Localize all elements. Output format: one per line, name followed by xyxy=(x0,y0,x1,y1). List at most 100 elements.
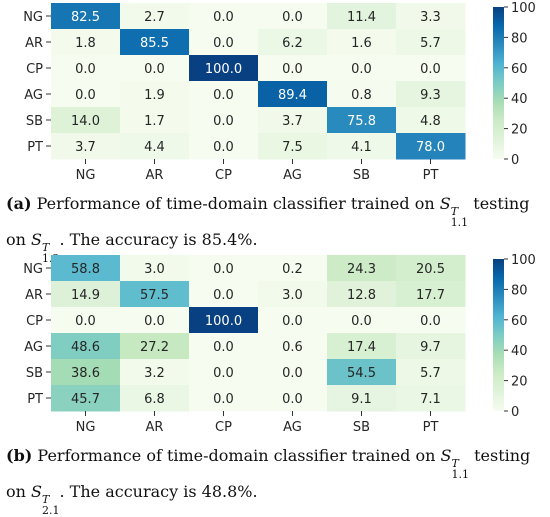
y-tick-label: AR xyxy=(25,288,43,303)
heatmap-cell xyxy=(258,333,328,360)
heatmap-cell xyxy=(396,255,466,282)
heatmap-cell xyxy=(120,385,190,412)
heatmap-cell xyxy=(327,55,397,82)
heatmap-cell xyxy=(396,133,466,160)
heatmap-cell xyxy=(120,281,190,308)
heatmap-cell xyxy=(396,307,466,334)
cell-value-label: 38.6 xyxy=(71,366,100,381)
cell-value-label: 1.9 xyxy=(144,88,165,103)
y-tick-label: AG xyxy=(24,88,43,103)
heatmap-cell xyxy=(120,81,190,108)
x-tick-label: CP xyxy=(215,420,232,435)
caption-label: (a) xyxy=(6,194,32,213)
cell-value-label: 3.2 xyxy=(144,366,165,381)
x-tick-label: CP xyxy=(215,168,232,183)
heatmap-cell xyxy=(51,133,121,160)
cell-value-label: 20.5 xyxy=(416,262,445,277)
heatmap-cell xyxy=(327,281,397,308)
heatmap-cell xyxy=(258,81,328,108)
cell-value-label: 100.0 xyxy=(205,314,242,329)
y-tick-label: AR xyxy=(25,36,43,51)
cell-value-label: 17.7 xyxy=(416,288,445,303)
cell-value-label: 9.7 xyxy=(420,340,441,355)
cell-value-label: 82.5 xyxy=(71,10,100,25)
heatmap-cell xyxy=(258,359,328,386)
caption-text-after: . The accuracy is 85.4%. xyxy=(59,230,258,249)
heatmap-cell xyxy=(327,107,397,134)
panel-b: 58.8 3.0 0.0 0.2 24.3 20.5 14.9 57.5 0.0 3.0 12.8 1… xyxy=(0,252,550,516)
colorbar-tick-label: 0 xyxy=(511,405,519,420)
cell-value-label: 11.4 xyxy=(347,10,376,25)
heatmap-cell xyxy=(396,107,466,134)
caption-b: (b) Performance of time-domain classifie… xyxy=(6,444,546,516)
heatmap-cell xyxy=(51,255,121,282)
cell-value-label: 0.0 xyxy=(144,62,165,77)
colorbar-tick-label: 80 xyxy=(511,283,528,298)
heatmap-cell xyxy=(258,3,328,30)
caption-text-after: . The accuracy is 48.8%. xyxy=(59,482,258,501)
heatmap-cell xyxy=(189,385,259,412)
cell-value-label: 0.0 xyxy=(75,314,96,329)
cell-value-label: 0.0 xyxy=(213,10,234,25)
cell-value-label: 0.0 xyxy=(144,314,165,329)
cell-value-label: 89.4 xyxy=(278,88,307,103)
heatmap-cell xyxy=(327,307,397,334)
x-tick-label: AG xyxy=(283,420,302,435)
colorbar-tick-label: 20 xyxy=(511,375,528,390)
cell-value-label: 0.0 xyxy=(282,62,303,77)
cell-value-label: 75.8 xyxy=(347,114,376,129)
heatmap-cell xyxy=(189,255,259,282)
heatmap-cell xyxy=(396,81,466,108)
heatmap-cell xyxy=(51,3,121,30)
cell-value-label: 4.8 xyxy=(420,114,441,129)
colorbar-tick-label: 60 xyxy=(511,314,528,329)
x-tick-label: SB xyxy=(353,420,370,435)
heatmap-cell xyxy=(258,307,328,334)
cell-value-label: 54.5 xyxy=(347,366,376,381)
heatmap-cell xyxy=(51,359,121,386)
cell-value-label: 1.7 xyxy=(144,114,165,129)
cell-value-label: 0.0 xyxy=(282,392,303,407)
x-tick-label: SB xyxy=(353,168,370,183)
cell-value-label: 0.0 xyxy=(213,340,234,355)
cell-value-label: 0.0 xyxy=(213,114,234,129)
cell-value-label: 0.0 xyxy=(282,10,303,25)
colorbar-tick-label: 80 xyxy=(511,31,528,46)
cell-value-label: 24.3 xyxy=(347,262,376,277)
cell-value-label: 0.0 xyxy=(213,36,234,51)
heatmap-cell xyxy=(396,385,466,412)
heatmap-cell xyxy=(396,281,466,308)
cell-value-label: 0.0 xyxy=(213,262,234,277)
cell-value-label: 6.8 xyxy=(144,392,165,407)
heatmap-cell xyxy=(189,333,259,360)
colorbar-tick-label: 60 xyxy=(511,62,528,77)
cell-value-label: 7.1 xyxy=(420,392,441,407)
cell-value-label: 14.9 xyxy=(71,288,100,303)
heatmap-cell xyxy=(327,255,397,282)
heatmap-cell xyxy=(120,29,190,56)
heatmap-cell xyxy=(189,3,259,30)
colorbar-tick-label: 0 xyxy=(511,153,519,168)
heatmap-cell xyxy=(51,55,121,82)
heatmap-cell xyxy=(189,133,259,160)
colorbar-tick-label: 40 xyxy=(511,344,528,359)
cell-value-label: 12.8 xyxy=(347,288,376,303)
cell-value-label: 4.4 xyxy=(144,140,165,155)
cell-value-label: 3.3 xyxy=(420,10,441,25)
cell-value-label: 9.1 xyxy=(351,392,372,407)
heatmap-cell xyxy=(327,29,397,56)
caption-label: (b) xyxy=(6,446,33,465)
cell-value-label: 17.4 xyxy=(347,340,376,355)
cell-value-label: 3.7 xyxy=(282,114,303,129)
heatmap-cell xyxy=(120,359,190,386)
heatmap-cell xyxy=(51,281,121,308)
cell-value-label: 0.0 xyxy=(282,366,303,381)
heatmap-cell xyxy=(51,333,121,360)
y-tick-label: SB xyxy=(26,366,43,381)
y-tick-label: PT xyxy=(27,392,43,407)
cell-value-label: 14.0 xyxy=(71,114,100,129)
cell-value-label: 45.7 xyxy=(71,392,100,407)
cell-value-label: 27.2 xyxy=(140,340,169,355)
heatmap-cell xyxy=(189,107,259,134)
cell-value-label: 0.8 xyxy=(351,88,372,103)
